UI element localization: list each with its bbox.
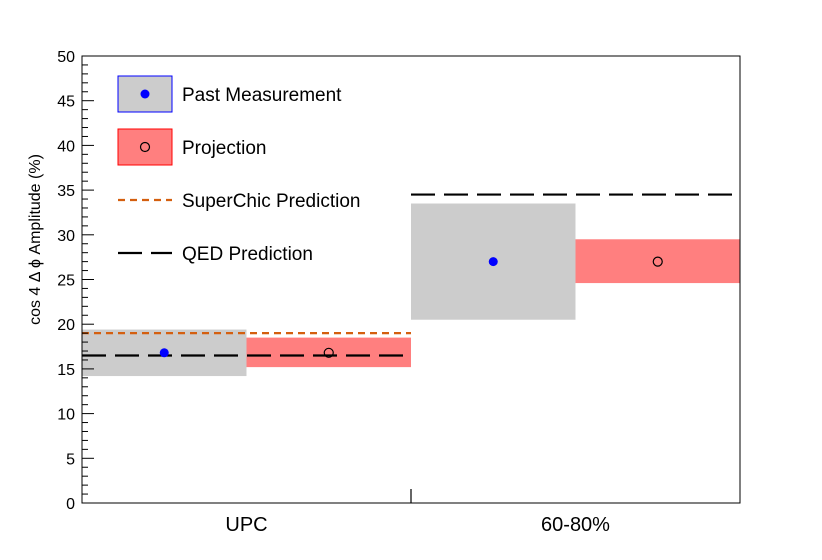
y-tick-label: 0 — [66, 496, 75, 513]
y-tick-label: 25 — [57, 273, 75, 290]
data-point-past-60-80 — [488, 257, 498, 267]
data-point-past-upc — [159, 348, 169, 358]
y-axis-label: cos 4 Δ ϕ Amplitude (%) — [27, 154, 44, 325]
uncertainty-box-projection-60-80 — [575, 239, 740, 284]
data-point-projection-60-80 — [652, 256, 663, 267]
uncertainty-box-projection-upc — [246, 337, 411, 368]
y-tick-label: 10 — [57, 407, 75, 424]
y-tick-label: 15 — [57, 362, 75, 379]
legend-marker-open — [139, 141, 151, 153]
y-tick-label: 35 — [57, 183, 75, 200]
y-tick-label: 45 — [57, 94, 75, 111]
legend: Past Measurement Projection SuperChic Pred… — [117, 75, 360, 265]
legend-marker-filled — [140, 89, 150, 99]
legend-label: Past Measurement — [182, 85, 342, 106]
legend-swatch-projection — [117, 128, 173, 166]
y-tick-label: 50 — [57, 49, 75, 66]
data-point-projection-upc — [323, 347, 334, 358]
plot-area — [82, 193, 740, 377]
legend-label: Projection — [182, 138, 267, 159]
axes: 0 5 10 15 20 25 30 35 40 45 50 UPC 60-80% cos 4 Δ ϕ A… — [27, 49, 741, 536]
x-category-label: UPC — [225, 514, 267, 536]
x-category-label: 60-80% — [541, 514, 610, 536]
y-tick-label: 20 — [57, 317, 75, 334]
y-tick-label: 30 — [57, 228, 75, 245]
legend-label: SuperChic Prediction — [182, 191, 360, 212]
y-tick-label: 5 — [66, 451, 75, 468]
legend-label: QED Prediction — [182, 244, 313, 265]
y-tick-label: 40 — [57, 138, 75, 155]
